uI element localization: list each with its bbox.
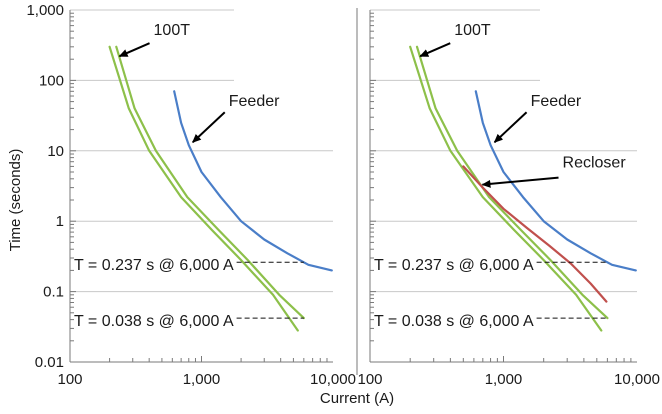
y-tick-label: 1 xyxy=(56,213,64,230)
x-tick-label: 1,000 xyxy=(183,371,221,388)
time-annotation: T = 0.237 s @ 6,000 A xyxy=(374,257,534,274)
x-tick-label: 10,000 xyxy=(310,371,356,388)
series-layer xyxy=(108,45,637,332)
annotation-arrow xyxy=(419,42,451,58)
annotation-label: Recloser xyxy=(563,155,627,172)
time-annotation: T = 0.038 s @ 6,000 A xyxy=(74,313,234,330)
y-tick-label: 0.01 xyxy=(35,354,64,371)
y-tick-label: 0.1 xyxy=(43,284,64,301)
y-axis-title: Time (seconds) xyxy=(7,149,24,252)
x-tick-label: 100 xyxy=(357,371,382,388)
series-line-recloser xyxy=(462,165,608,303)
series-line-fuse xyxy=(409,45,603,332)
series-line-feeder xyxy=(173,90,333,272)
time-annotation: T = 0.237 s @ 6,000 A xyxy=(74,257,234,274)
x-tick-label: 1,000 xyxy=(485,371,523,388)
x-tick-label: 100 xyxy=(57,371,82,388)
y-tick-label: 10 xyxy=(47,143,64,160)
annotation-arrow xyxy=(481,176,559,188)
series-line-fuse xyxy=(108,45,299,332)
grid-layer xyxy=(70,9,637,293)
y-tick-label: 1,000 xyxy=(26,2,64,19)
annotation-layer: 100T Feeder T = 0.237 s @ 6,000 A T = 0.038… xyxy=(74,22,626,330)
annotation-label: Feeder xyxy=(229,93,280,110)
series-line-fuse xyxy=(415,45,609,320)
series-line-fuse xyxy=(115,45,305,320)
annotation-label: 100T xyxy=(154,22,191,39)
y-tick-label: 100 xyxy=(39,72,64,89)
x-tick-label: 10,000 xyxy=(614,371,660,388)
x-axis-title: Current (A) xyxy=(320,390,394,407)
annotation-arrow xyxy=(493,111,528,143)
annotation-label: Feeder xyxy=(531,93,582,110)
time-annotation: T = 0.038 s @ 6,000 A xyxy=(374,313,534,330)
annotation-label: 100T xyxy=(454,22,491,39)
annotation-arrow xyxy=(192,111,226,143)
series-line-feeder xyxy=(474,90,637,272)
annotation-arrow xyxy=(118,42,150,58)
